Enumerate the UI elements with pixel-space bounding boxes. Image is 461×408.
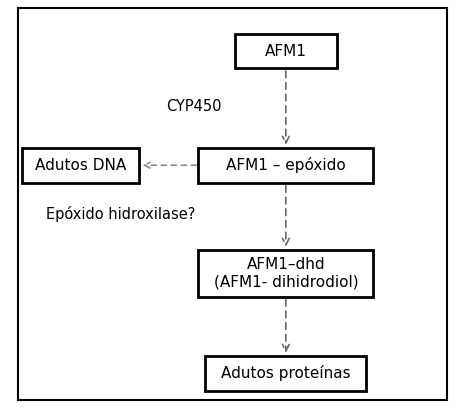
Text: AFM1–dhd
(AFM1- dihidrodiol): AFM1–dhd (AFM1- dihidrodiol) <box>213 257 358 290</box>
FancyBboxPatch shape <box>205 356 366 391</box>
Text: Adutos DNA: Adutos DNA <box>35 158 126 173</box>
Text: AFM1: AFM1 <box>265 44 307 58</box>
Text: CYP450: CYP450 <box>166 99 221 113</box>
FancyBboxPatch shape <box>235 34 337 68</box>
Text: Adutos proteínas: Adutos proteínas <box>221 365 351 381</box>
Text: AFM1 – epóxido: AFM1 – epóxido <box>226 157 346 173</box>
FancyBboxPatch shape <box>198 250 373 297</box>
FancyBboxPatch shape <box>198 148 373 183</box>
Text: Epóxido hidroxilase?: Epóxido hidroxilase? <box>46 206 195 222</box>
FancyBboxPatch shape <box>22 148 139 183</box>
